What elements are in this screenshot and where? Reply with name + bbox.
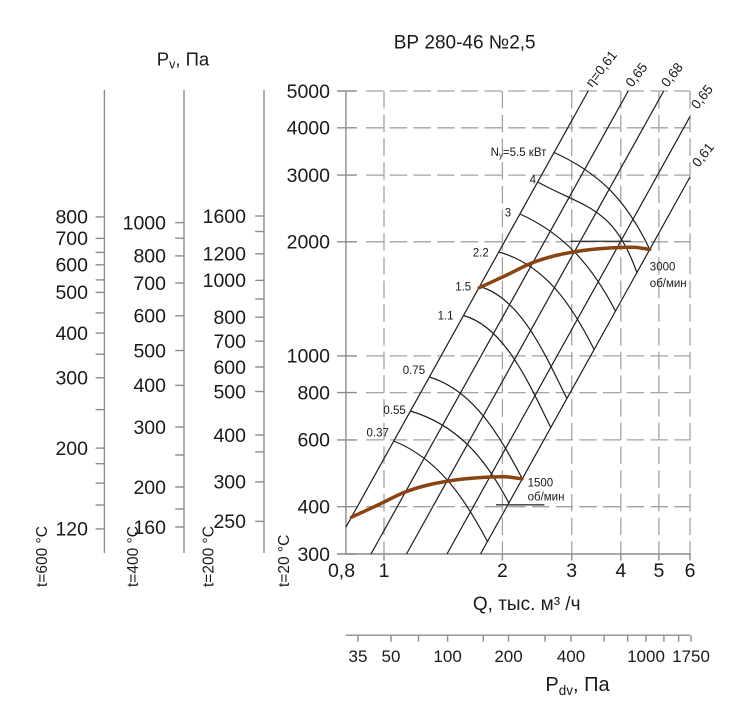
svg-text:500: 500 — [213, 381, 246, 403]
svg-text:Nу=5.5 кВт: Nу=5.5 кВт — [491, 147, 548, 160]
svg-text:700: 700 — [133, 273, 166, 295]
svg-text:300: 300 — [55, 368, 88, 390]
svg-text:Q, тыс. м³ /ч: Q, тыс. м³ /ч — [473, 594, 581, 615]
svg-text:4000: 4000 — [287, 118, 331, 140]
svg-text:600: 600 — [213, 357, 246, 379]
svg-text:1.1: 1.1 — [438, 310, 454, 322]
svg-text:3000: 3000 — [650, 262, 676, 274]
svg-text:1500: 1500 — [528, 478, 554, 490]
svg-text:800: 800 — [133, 246, 166, 268]
svg-text:600: 600 — [55, 255, 88, 277]
svg-text:Pdv, Па: Pdv, Па — [545, 674, 610, 698]
svg-text:400: 400 — [133, 375, 166, 397]
svg-text:600: 600 — [297, 430, 330, 452]
svg-text:800: 800 — [297, 382, 330, 404]
svg-text:3: 3 — [505, 208, 511, 220]
svg-text:ВР 280-46 №2,5: ВР 280-46 №2,5 — [394, 33, 536, 54]
svg-text:1000: 1000 — [287, 346, 331, 368]
svg-text:об/мин: об/мин — [650, 278, 687, 290]
svg-text:5: 5 — [653, 560, 664, 582]
svg-text:2.2: 2.2 — [473, 247, 489, 259]
svg-text:3000: 3000 — [287, 165, 331, 187]
svg-text:800: 800 — [213, 307, 246, 329]
svg-text:1200: 1200 — [203, 244, 247, 266]
svg-text:300: 300 — [297, 544, 330, 566]
svg-text:500: 500 — [133, 340, 166, 362]
svg-text:5000: 5000 — [287, 81, 331, 103]
svg-text:300: 300 — [213, 472, 246, 494]
svg-text:3: 3 — [566, 560, 577, 582]
svg-text:400: 400 — [557, 647, 585, 666]
svg-text:1600: 1600 — [203, 206, 247, 228]
svg-text:800: 800 — [55, 207, 88, 229]
svg-text:0.75: 0.75 — [403, 365, 425, 377]
svg-text:500: 500 — [55, 282, 88, 304]
svg-text:300: 300 — [133, 417, 166, 439]
svg-text:1000: 1000 — [203, 270, 247, 292]
svg-text:600: 600 — [133, 306, 166, 328]
svg-text:200: 200 — [133, 477, 166, 499]
svg-text:0.37: 0.37 — [367, 428, 389, 440]
svg-text:35: 35 — [349, 647, 368, 666]
svg-text:200: 200 — [494, 647, 522, 666]
svg-text:0,8: 0,8 — [328, 560, 355, 582]
svg-text:700: 700 — [213, 331, 246, 353]
svg-text:Pv, Па: Pv, Па — [157, 49, 210, 72]
svg-text:400: 400 — [297, 497, 330, 519]
svg-text:2000: 2000 — [287, 232, 331, 254]
svg-text:1.5: 1.5 — [455, 282, 471, 294]
svg-text:200: 200 — [55, 438, 88, 460]
svg-text:t=200 °C: t=200 °C — [201, 526, 218, 587]
svg-text:2: 2 — [497, 560, 508, 582]
svg-text:6: 6 — [685, 560, 696, 582]
svg-text:t=600 °C: t=600 °C — [34, 526, 51, 587]
svg-text:160: 160 — [133, 517, 166, 539]
svg-text:120: 120 — [55, 519, 88, 541]
svg-text:1000: 1000 — [627, 647, 665, 666]
svg-text:4: 4 — [615, 560, 626, 582]
svg-text:1000: 1000 — [123, 212, 167, 234]
svg-text:400: 400 — [213, 425, 246, 447]
svg-text:250: 250 — [213, 511, 246, 533]
svg-text:50: 50 — [382, 647, 401, 666]
svg-text:100: 100 — [433, 647, 461, 666]
svg-text:t=400 °C: t=400 °C — [125, 526, 142, 587]
svg-text:об/мин: об/мин — [528, 492, 565, 504]
svg-text:1750: 1750 — [672, 647, 710, 666]
svg-text:0.55: 0.55 — [383, 405, 405, 417]
svg-text:1: 1 — [379, 560, 390, 582]
svg-text:400: 400 — [55, 323, 88, 345]
svg-text:4: 4 — [530, 175, 537, 187]
svg-text:700: 700 — [55, 228, 88, 250]
svg-text:t=20 °C: t=20 °C — [276, 535, 293, 587]
